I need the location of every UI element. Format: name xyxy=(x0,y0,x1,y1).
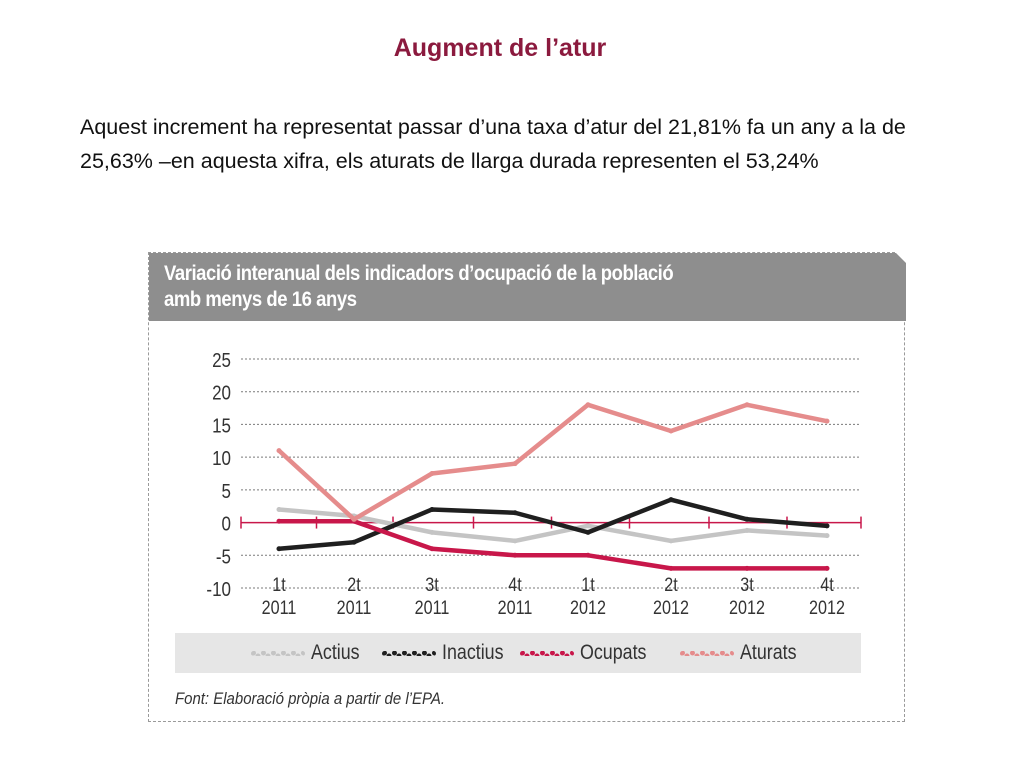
series-line-ocupats xyxy=(276,519,830,571)
y-tick-label: 20 xyxy=(212,381,231,404)
x-tick-label: 1t xyxy=(272,574,286,596)
legend-swatch xyxy=(520,651,574,656)
data-point-ocupats xyxy=(429,546,435,552)
data-point-inactius xyxy=(276,546,282,552)
data-point-actius xyxy=(668,538,674,544)
series-line-actius xyxy=(276,507,830,544)
legend-swatch xyxy=(251,651,305,656)
x-tick-label: 2011 xyxy=(415,597,450,619)
data-point-actius xyxy=(744,527,750,533)
legend-label: Actius xyxy=(311,641,360,664)
x-tick-label: 2t xyxy=(664,574,678,596)
x-tick-label: 2012 xyxy=(653,597,689,619)
data-point-aturats xyxy=(276,448,282,454)
data-point-aturats xyxy=(351,516,357,522)
data-point-ocupats xyxy=(668,565,674,571)
x-tick-label: 2012 xyxy=(809,597,845,619)
chart-figure: Variació interanual dels indicadors d’oc… xyxy=(148,252,907,722)
data-point-aturats xyxy=(668,428,674,434)
data-point-aturats xyxy=(512,461,518,467)
x-tick-label: 2012 xyxy=(570,597,606,619)
y-tick-label: 25 xyxy=(212,349,231,372)
x-tick-label: 3t xyxy=(425,574,439,596)
data-point-inactius xyxy=(585,529,591,535)
data-point-ocupats xyxy=(585,552,591,558)
data-point-ocupats xyxy=(744,565,750,571)
y-tick-label: 0 xyxy=(222,512,231,535)
chart-header: Variació interanual dels indicadors d’oc… xyxy=(149,252,907,321)
legend-swatch xyxy=(382,651,436,656)
legend-label: Aturats xyxy=(740,641,797,664)
data-point-aturats xyxy=(824,418,830,424)
data-point-ocupats xyxy=(276,518,282,524)
data-point-actius xyxy=(429,529,435,535)
legend-swatch xyxy=(680,651,734,656)
data-point-inactius xyxy=(351,539,357,545)
data-point-ocupats xyxy=(824,565,830,571)
x-tick-label: 4t xyxy=(508,574,522,596)
data-point-actius xyxy=(824,533,830,539)
data-point-inactius xyxy=(744,516,750,522)
data-point-actius xyxy=(585,523,591,529)
x-tick-label: 2011 xyxy=(498,597,533,619)
series-line-inactius xyxy=(276,497,830,551)
chart-legend: Actius Inactius Ocupats Aturats xyxy=(175,633,861,673)
data-point-aturats xyxy=(744,402,750,408)
chart-source-note: Font: Elaboració pròpia a partir de l’EP… xyxy=(175,689,445,708)
data-point-inactius xyxy=(429,506,435,512)
x-tick-label: 2t xyxy=(347,574,361,596)
data-point-aturats xyxy=(429,471,435,476)
slide-title: Augment de l’atur xyxy=(393,34,607,62)
x-tick-label: 2011 xyxy=(262,597,297,619)
chart-title-line-2: amb menys de 16 anys xyxy=(164,288,357,311)
data-point-ocupats xyxy=(512,552,518,558)
data-point-aturats xyxy=(585,402,591,408)
chart-title: Variació interanual dels indicadors d’oc… xyxy=(164,261,780,313)
x-tick-label: 2011 xyxy=(337,597,372,619)
legend-label: Ocupats xyxy=(580,641,647,664)
data-point-inactius xyxy=(512,510,518,516)
chart-title-line-1: Variació interanual dels indicadors d’oc… xyxy=(164,262,674,285)
data-point-inactius xyxy=(824,523,830,529)
y-tick-label: 10 xyxy=(212,447,231,470)
y-tick-label: 15 xyxy=(212,414,231,437)
data-point-inactius xyxy=(668,497,674,503)
x-tick-label: 4t xyxy=(820,574,834,596)
legend-label: Inactius xyxy=(442,641,504,664)
y-tick-label: -10 xyxy=(206,578,231,601)
data-point-actius xyxy=(276,506,282,512)
x-tick-label: 1t xyxy=(581,574,595,596)
series-line-aturats xyxy=(276,402,830,522)
data-point-actius xyxy=(512,538,518,544)
slide-body-text: Aquest increment ha representat passar d… xyxy=(80,115,906,173)
y-tick-label: 5 xyxy=(222,480,231,503)
header-corner-fold xyxy=(895,252,907,264)
y-tick-label: -5 xyxy=(216,545,231,568)
x-tick-label: 2012 xyxy=(729,597,765,619)
x-tick-label: 3t xyxy=(740,574,754,596)
